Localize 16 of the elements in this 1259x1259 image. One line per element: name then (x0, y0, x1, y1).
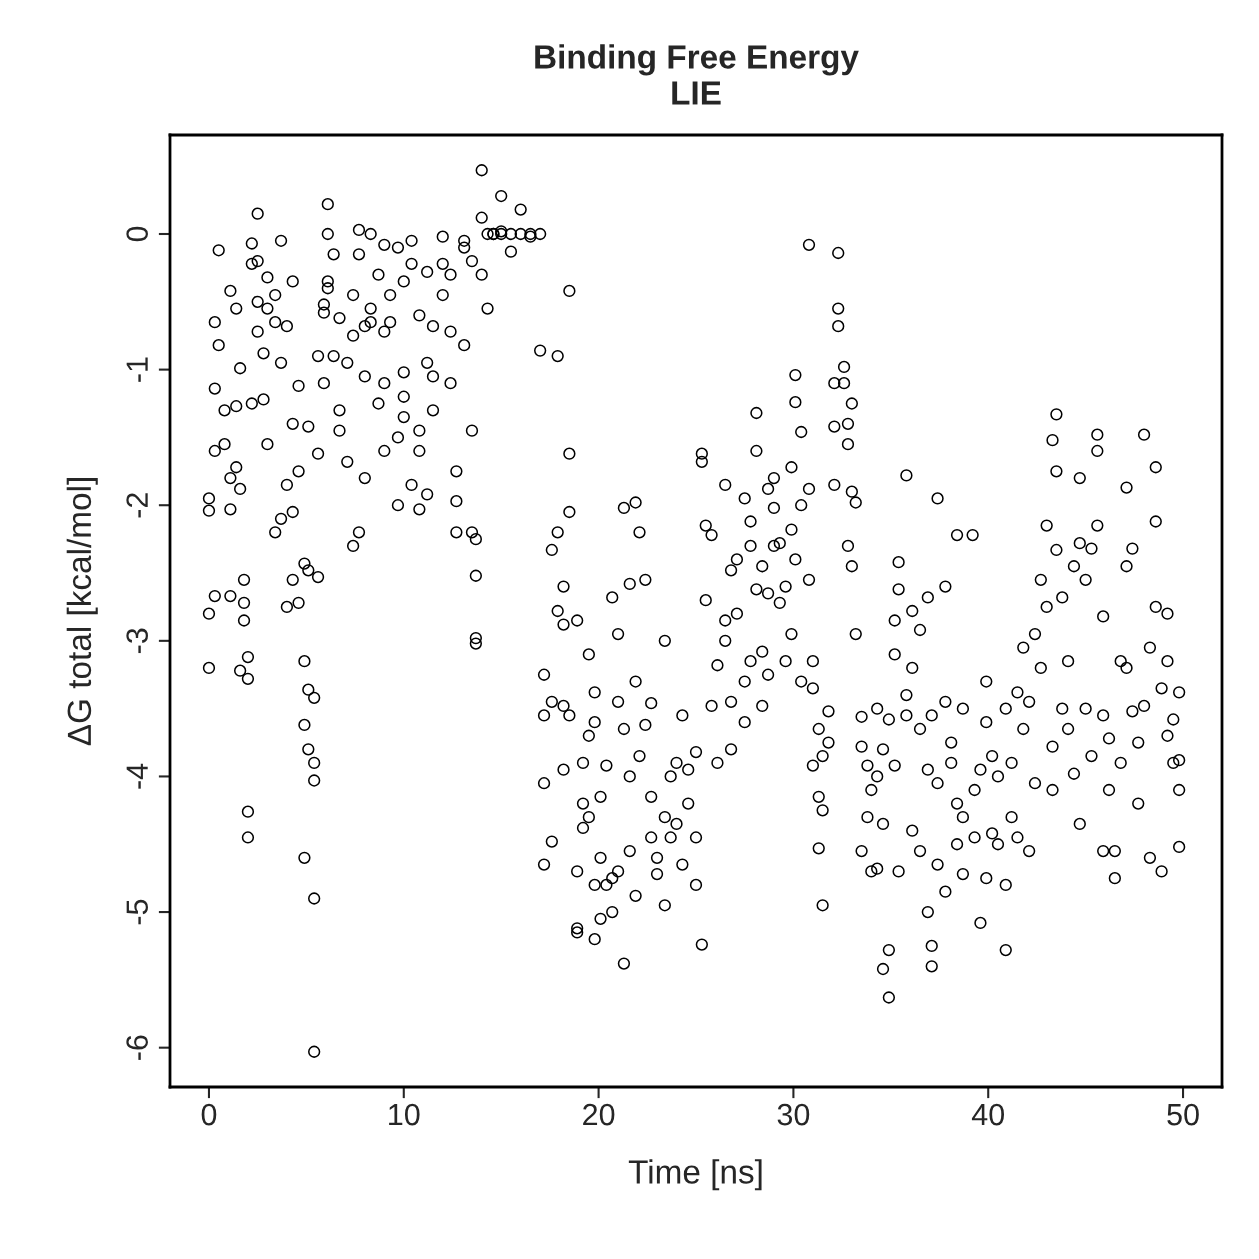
y-axis-title: ΔG total [kcal/mol] (66, 478, 98, 746)
y-tick-label: -2 (126, 493, 148, 518)
y-tick-label: -4 (126, 763, 148, 789)
x-tick-label: 40 (971, 1103, 1005, 1126)
x-tick-label: 30 (777, 1103, 810, 1126)
x-axis-title: Time [ns] (628, 1159, 762, 1191)
y-tick-label: -3 (126, 628, 148, 654)
y-tick-label: 0 (126, 226, 148, 242)
x-tick-label: 10 (389, 1103, 420, 1126)
y-tick-label: -6 (126, 1035, 148, 1060)
x-tick-label: 20 (583, 1103, 615, 1126)
x-tick-label: 50 (1167, 1103, 1199, 1126)
chart-title: Binding Free Energy LIE (535, 44, 859, 105)
x-tick-label: 0 (201, 1103, 217, 1126)
y-tick-label: -1 (126, 357, 148, 382)
y-tick-label: -5 (126, 899, 148, 925)
